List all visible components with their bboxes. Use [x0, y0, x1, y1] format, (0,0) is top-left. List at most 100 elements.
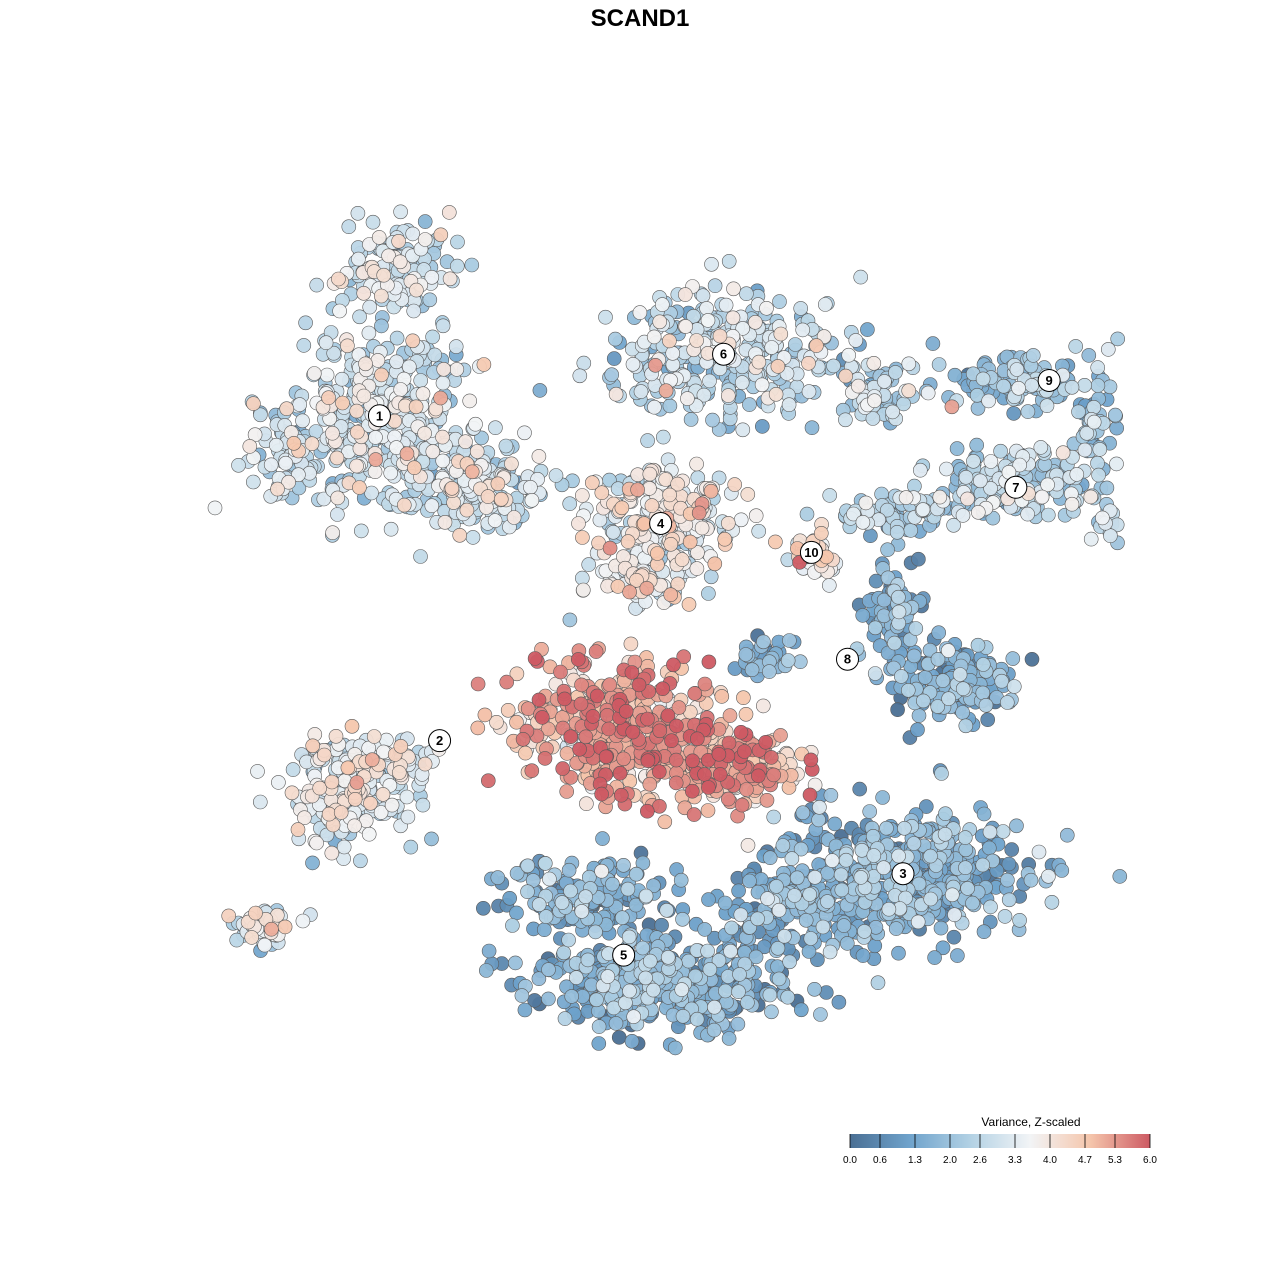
data-point: [681, 597, 697, 612]
data-point: [1108, 407, 1123, 423]
data-point: [958, 718, 974, 734]
data-point: [784, 851, 800, 866]
data-point: [572, 741, 587, 757]
data-point: [712, 328, 728, 344]
data-point: [885, 404, 900, 420]
data-point: [738, 706, 754, 722]
data-point: [417, 426, 432, 441]
data-point: [1012, 912, 1027, 928]
legend-tick-label: 4.7: [1078, 1155, 1092, 1166]
data-point: [642, 466, 658, 482]
data-point: [488, 420, 503, 436]
data-point: [353, 853, 368, 869]
data-point: [481, 943, 497, 959]
data-point: [640, 433, 655, 448]
data-point: [798, 912, 814, 928]
data-point: [782, 633, 797, 648]
data-point: [838, 412, 853, 428]
legend-tick-label: 5.3: [1108, 1155, 1122, 1166]
data-point: [731, 883, 746, 899]
data-point: [855, 514, 871, 530]
data-point: [250, 764, 265, 779]
data-point: [640, 753, 656, 769]
data-point: [1095, 510, 1110, 526]
data-point: [413, 373, 429, 388]
data-point: [631, 677, 647, 693]
data-point: [1040, 477, 1055, 493]
data-point: [651, 764, 667, 780]
data-point: [1055, 445, 1071, 461]
data-point: [867, 620, 883, 636]
data-point: [910, 914, 926, 930]
data-point: [442, 271, 458, 287]
data-point: [502, 890, 518, 906]
data-point: [1112, 869, 1128, 884]
data-point: [1069, 467, 1085, 482]
data-point: [931, 357, 947, 372]
data-point: [319, 367, 335, 383]
data-point: [833, 867, 849, 883]
data-point: [782, 954, 797, 970]
data-point: [732, 967, 747, 982]
data-point: [965, 895, 980, 911]
data-point: [524, 763, 540, 779]
data-point: [888, 365, 903, 380]
data-point: [633, 384, 649, 399]
data-point: [772, 294, 787, 309]
data-point: [982, 824, 998, 840]
data-point: [647, 399, 662, 415]
data-point: [561, 862, 577, 878]
data-point: [763, 750, 779, 765]
data-point: [640, 711, 655, 727]
data-point: [813, 525, 829, 541]
data-point: [624, 1034, 640, 1049]
data-point: [561, 932, 576, 948]
data-point: [598, 309, 613, 325]
data-point: [1031, 844, 1047, 860]
data-point: [775, 838, 791, 853]
data-point: [923, 848, 938, 864]
data-point: [437, 514, 453, 530]
data-point: [620, 534, 636, 549]
data-point: [531, 897, 547, 912]
data-point: [870, 975, 886, 991]
data-point: [538, 909, 554, 924]
data-point: [335, 395, 350, 411]
cluster-label-7: 7: [1004, 475, 1028, 499]
data-point: [850, 378, 866, 394]
data-point: [408, 399, 424, 415]
data-point: [807, 869, 823, 885]
data-point: [769, 879, 784, 894]
data-point: [252, 794, 268, 810]
data-point: [277, 919, 293, 935]
data-point: [1086, 414, 1102, 430]
data-point: [689, 1011, 705, 1027]
data-point: [684, 783, 700, 799]
data-point: [912, 462, 928, 478]
data-point: [1102, 379, 1118, 395]
data-point: [867, 666, 883, 681]
data-point: [614, 500, 630, 516]
cluster-label-9: 9: [1037, 368, 1061, 392]
data-point: [509, 865, 525, 881]
data-point: [396, 497, 412, 513]
data-point: [947, 367, 963, 383]
data-point: [831, 994, 847, 1010]
data-point: [901, 356, 917, 372]
data-point: [933, 920, 949, 936]
data-point: [632, 305, 648, 320]
data-point: [575, 582, 591, 598]
data-point: [1103, 528, 1118, 544]
data-point: [441, 205, 457, 220]
data-point: [1077, 377, 1092, 393]
data-point: [646, 329, 662, 345]
data-point: [504, 456, 519, 472]
data-point: [891, 848, 906, 864]
data-point: [1011, 380, 1026, 396]
data-point: [1091, 467, 1106, 483]
data-point: [470, 720, 486, 736]
data-point: [534, 710, 550, 725]
data-point: [356, 285, 372, 301]
data-point: [742, 873, 757, 889]
data-point: [371, 230, 387, 245]
